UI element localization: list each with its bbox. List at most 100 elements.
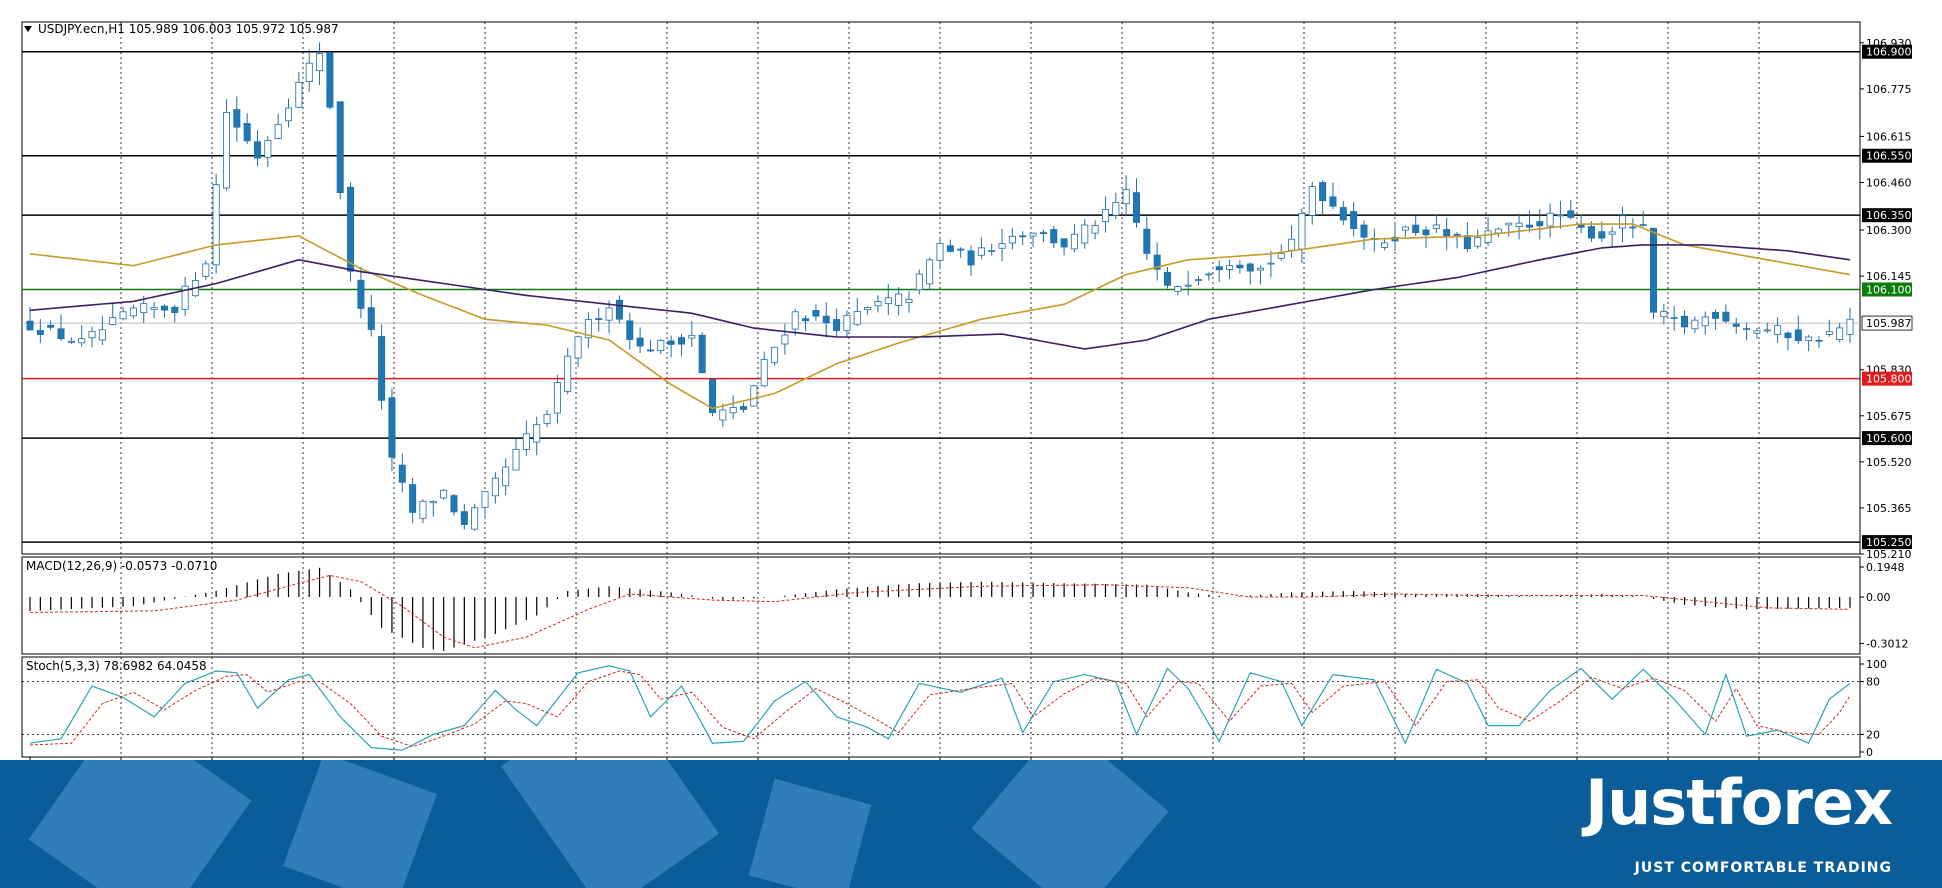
candle-body	[1722, 311, 1730, 322]
level-badge-label: 105.800	[1866, 373, 1912, 386]
candle-body	[1608, 231, 1616, 235]
candle-body	[326, 52, 334, 108]
candle-body	[1753, 330, 1761, 334]
stochastic-tick-label: 80	[1866, 676, 1880, 689]
level-badge-label: 106.100	[1866, 283, 1912, 296]
candle-body	[316, 53, 324, 72]
candle-body	[1463, 235, 1471, 250]
candle-body	[1587, 226, 1595, 239]
stochastic-vertical-grid	[120, 657, 1760, 757]
candle-body	[409, 484, 417, 513]
candle-body	[67, 340, 75, 343]
candle-body	[78, 338, 86, 344]
candle-body	[150, 307, 158, 310]
price-panel-vertical-grid	[120, 22, 1760, 554]
candle-body	[47, 324, 55, 328]
candle-body	[584, 319, 592, 339]
candle-body	[36, 330, 44, 335]
candle-body	[347, 186, 355, 272]
candle-body	[429, 500, 437, 504]
candle-body	[543, 414, 551, 424]
justforex-logo: Justforex	[1585, 766, 1893, 839]
stochastic-panel-frame	[21, 656, 1861, 758]
candle-body	[26, 320, 34, 331]
candle-body	[129, 307, 137, 317]
candle-body	[243, 123, 251, 142]
candle-body	[1546, 212, 1554, 227]
banner-shape	[971, 760, 1169, 888]
level-badge	[1862, 371, 1912, 386]
stochastic-panel[interactable]: 100 80 20 0 Stoch(5,3,3) 78.6982 64.0458	[21, 656, 1887, 759]
price-panel[interactable]: 106.930106.775106.615106.460106.300106.1…	[21, 21, 1913, 561]
candle-body	[895, 293, 903, 306]
candle-body	[1515, 222, 1523, 227]
current-price-badge	[1861, 315, 1913, 331]
candle-body	[1288, 238, 1296, 251]
level-price-badges: 106.900 106.550 106.350 106.100 105.800 105.6…	[1861, 44, 1913, 550]
candle-body	[1277, 253, 1285, 259]
level-badge	[1862, 208, 1912, 223]
symbol-header: USDJPY.ecn,H1 105.989 106.003 105.972 10…	[38, 22, 339, 36]
candle-body	[646, 349, 654, 352]
candle-body	[1443, 229, 1451, 237]
candle-body	[667, 340, 675, 345]
candle-body	[1205, 273, 1213, 276]
candle-body	[1732, 323, 1740, 327]
candle-body	[1132, 192, 1140, 223]
candle-body	[1329, 196, 1337, 207]
candle-body	[378, 336, 386, 401]
chart-background	[0, 0, 1942, 760]
level-badge	[1862, 44, 1912, 59]
candle-body	[512, 448, 520, 471]
candle-body	[109, 317, 117, 325]
moving-average-fast	[29, 223, 1851, 410]
macd-panel-frame	[21, 556, 1861, 655]
candle-body	[946, 245, 954, 252]
candle-body	[1774, 325, 1782, 335]
candle-body	[1360, 224, 1368, 238]
candle-body	[1298, 213, 1306, 250]
candle-body	[1815, 339, 1823, 342]
macd-panel[interactable]: 0.1948 0.00 -0.3012 MACD(12,26,9) -0.0573 …	[21, 556, 1908, 655]
candle-body	[915, 273, 923, 291]
collapse-triangle-icon[interactable]	[24, 26, 32, 32]
candle-body	[1691, 319, 1699, 330]
candle-body	[1846, 318, 1854, 335]
candle-body	[822, 315, 830, 324]
candle-body	[253, 141, 262, 159]
level-badge-label: 106.900	[1866, 46, 1912, 59]
candle-body	[1184, 284, 1192, 287]
candle-body	[967, 250, 975, 266]
candle-body	[1453, 233, 1461, 236]
candle-body	[843, 314, 851, 332]
candle-body	[1412, 224, 1420, 233]
candle-body	[864, 307, 872, 311]
candle-body	[1701, 316, 1709, 327]
price-tick-label: 105.210	[1866, 548, 1912, 561]
candle-body	[657, 340, 665, 351]
price-tick-label: 106.615	[1866, 130, 1912, 143]
candle-body	[1112, 202, 1120, 216]
candle-body	[1319, 182, 1327, 202]
moving-average-slow	[29, 244, 1851, 350]
candle-body	[791, 311, 799, 330]
candle-body	[998, 243, 1006, 249]
candle-body	[1246, 263, 1254, 272]
candle-body	[233, 109, 241, 128]
macd-title: MACD(12,26,9) -0.0573 -0.0710	[26, 559, 217, 573]
candle-body	[57, 328, 65, 340]
stochastic-levels	[22, 681, 1860, 735]
price-panel-frame	[21, 21, 1861, 555]
candle-body	[884, 297, 892, 305]
candle-body	[357, 279, 365, 309]
stochastic-tick-label: 100	[1866, 658, 1887, 671]
stochastic-title: Stoch(5,3,3) 78.6982 64.0458	[26, 659, 207, 673]
level-badge	[1862, 282, 1912, 297]
candle-body	[171, 306, 179, 313]
candle-body	[1381, 242, 1389, 248]
candle-body	[1743, 328, 1751, 330]
candle-body	[1650, 227, 1658, 313]
candle-body	[977, 247, 985, 256]
candle-body	[1226, 265, 1234, 270]
candle-body	[853, 311, 861, 325]
